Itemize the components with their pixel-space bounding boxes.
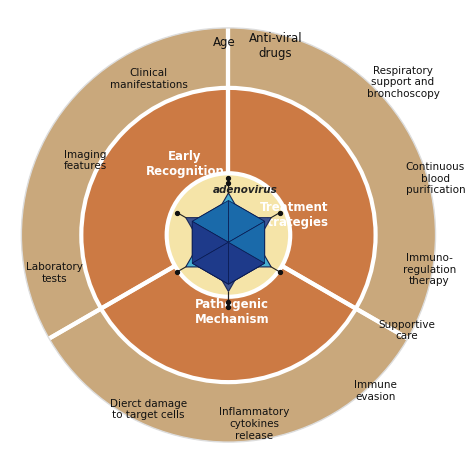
- Text: Age: Age: [212, 36, 235, 49]
- Circle shape: [21, 28, 436, 442]
- Text: Dierct damage
to target cells: Dierct damage to target cells: [110, 399, 187, 420]
- Wedge shape: [101, 235, 356, 382]
- Circle shape: [167, 173, 290, 297]
- Text: Treatment
Strategies: Treatment Strategies: [259, 201, 328, 229]
- Text: Continuous
blood
purification: Continuous blood purification: [406, 162, 465, 196]
- Text: Laboratory
tests: Laboratory tests: [26, 262, 82, 284]
- Polygon shape: [192, 221, 228, 263]
- Polygon shape: [228, 201, 264, 242]
- Text: Early
Recognition: Early Recognition: [146, 150, 224, 178]
- Text: Respiratory
support and
bronchoscopy: Respiratory support and bronchoscopy: [366, 66, 439, 99]
- Polygon shape: [228, 221, 264, 263]
- Text: Immune
evasion: Immune evasion: [354, 380, 397, 402]
- Text: adenovirus: adenovirus: [212, 185, 277, 195]
- Polygon shape: [192, 263, 264, 284]
- Text: Inflammatory
cytokines
release: Inflammatory cytokines release: [219, 407, 289, 440]
- Text: Immuno-
regulation
therapy: Immuno- regulation therapy: [403, 253, 456, 286]
- Polygon shape: [228, 242, 264, 284]
- Text: Supportive
care: Supportive care: [378, 320, 435, 341]
- Text: Anti-viral
drugs: Anti-viral drugs: [249, 32, 302, 60]
- Wedge shape: [228, 88, 375, 309]
- Polygon shape: [186, 193, 271, 267]
- Text: Clinical
manifestations: Clinical manifestations: [109, 68, 187, 90]
- Wedge shape: [82, 88, 228, 309]
- Text: Imaging
features: Imaging features: [64, 150, 107, 172]
- Polygon shape: [192, 242, 228, 284]
- Polygon shape: [192, 201, 264, 284]
- Polygon shape: [192, 201, 228, 242]
- Text: Pathogenic
Mechanism: Pathogenic Mechanism: [195, 298, 269, 326]
- Polygon shape: [186, 218, 271, 291]
